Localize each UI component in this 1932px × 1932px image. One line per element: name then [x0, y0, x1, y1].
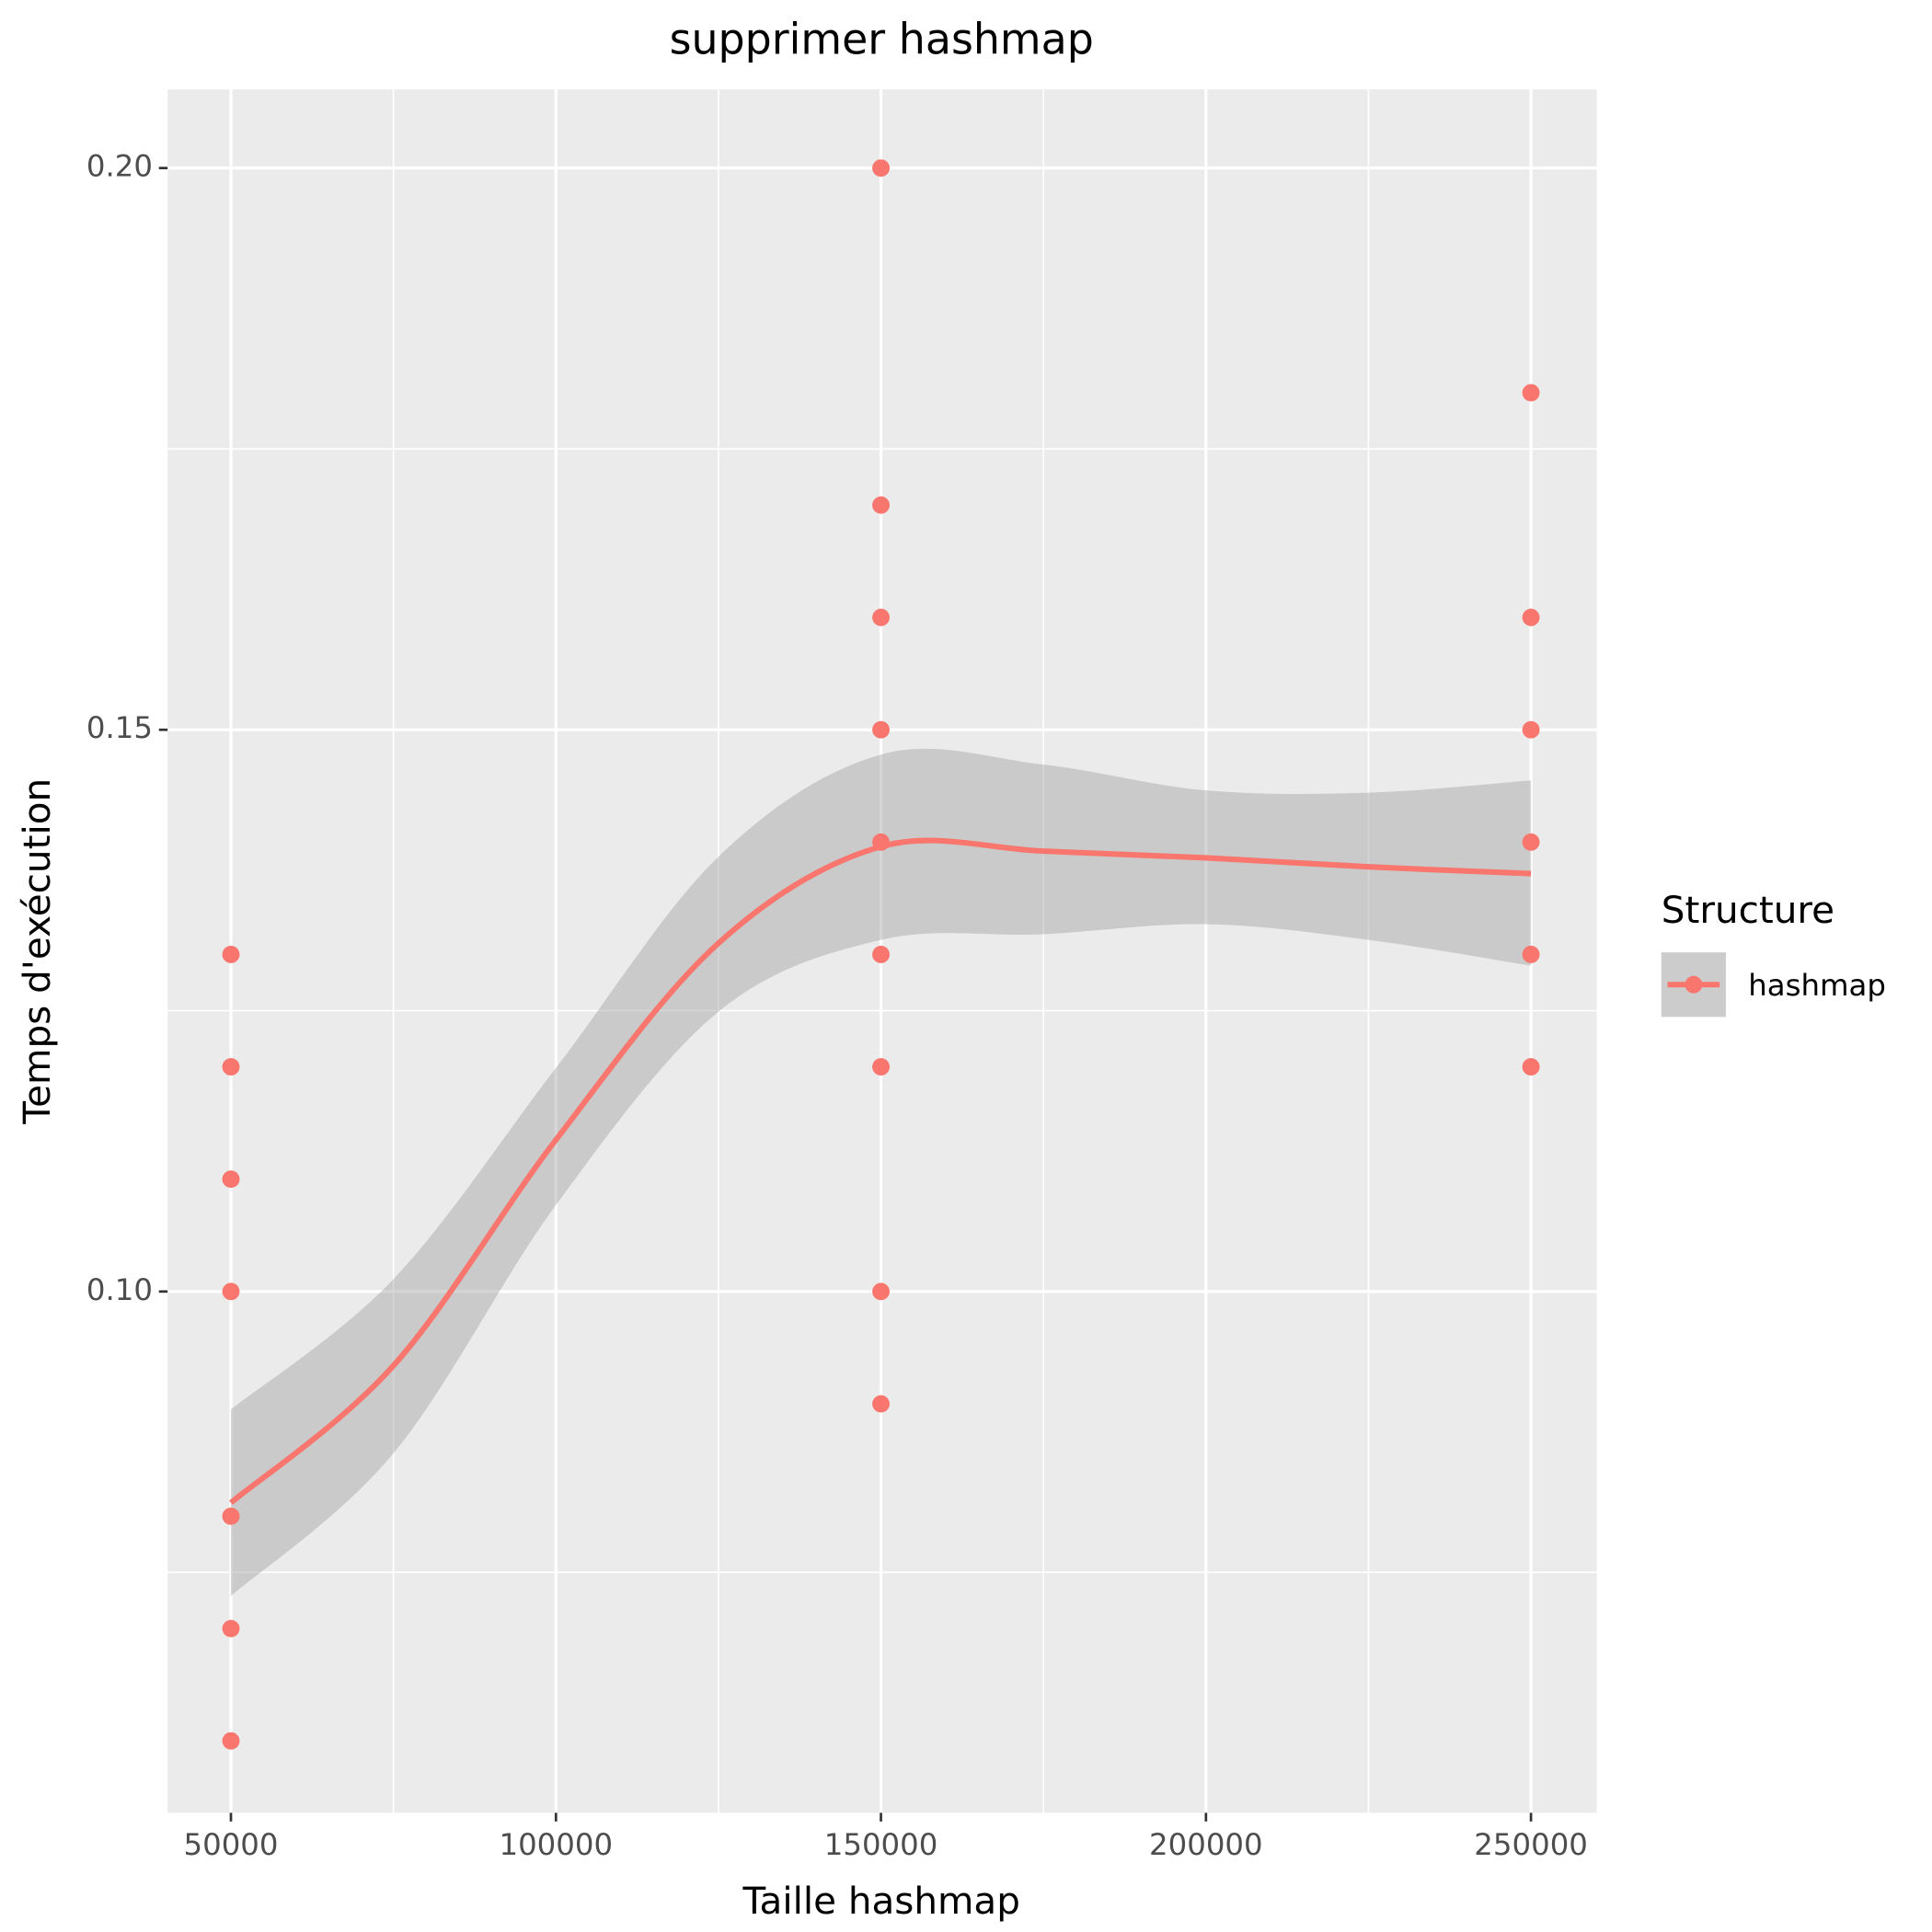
point	[222, 1170, 240, 1189]
point	[872, 946, 891, 963]
y-axis-label: Temps d'exécution	[15, 778, 59, 1125]
smooth-line	[229, 837, 1532, 1505]
point	[222, 1731, 240, 1750]
x-tick-label: 200000	[1149, 1827, 1263, 1862]
x-tick-label: 250000	[1474, 1827, 1588, 1862]
marks	[222, 159, 1540, 1750]
x-tick-label: 100000	[499, 1827, 613, 1862]
point	[1522, 384, 1540, 402]
point	[1522, 1058, 1540, 1076]
point	[872, 1395, 891, 1413]
x-axis-label: Taille hashmap	[742, 1879, 1020, 1923]
x-tick-label: 150000	[824, 1827, 938, 1862]
point	[222, 1619, 240, 1638]
point	[872, 1058, 891, 1076]
axes: 50000 100000 150000 200000 250000 0.10 0.15 0.2…	[86, 149, 1588, 1862]
chart-title: supprimer hashmap	[670, 14, 1094, 63]
legend-label: hashmap	[1748, 968, 1886, 1003]
point	[1522, 608, 1540, 627]
point	[872, 159, 891, 178]
point	[222, 1282, 240, 1301]
point	[872, 1282, 891, 1301]
point	[1522, 946, 1540, 963]
y-tick-label: 0.15	[86, 710, 153, 745]
y-tick-label: 0.10	[86, 1272, 153, 1307]
legend-title: Structure	[1662, 888, 1834, 932]
point	[872, 720, 891, 739]
confidence-band	[231, 748, 1532, 1596]
point	[222, 1058, 240, 1076]
point	[872, 496, 891, 514]
x-tick-label: 50000	[184, 1827, 279, 1862]
point	[1522, 833, 1540, 851]
point	[222, 946, 240, 963]
point	[872, 608, 891, 627]
legend: hashmap	[1661, 952, 1886, 1018]
point	[222, 1507, 240, 1525]
point	[1522, 720, 1540, 739]
legend-point	[1685, 975, 1703, 994]
y-tick-label: 0.20	[86, 149, 153, 184]
